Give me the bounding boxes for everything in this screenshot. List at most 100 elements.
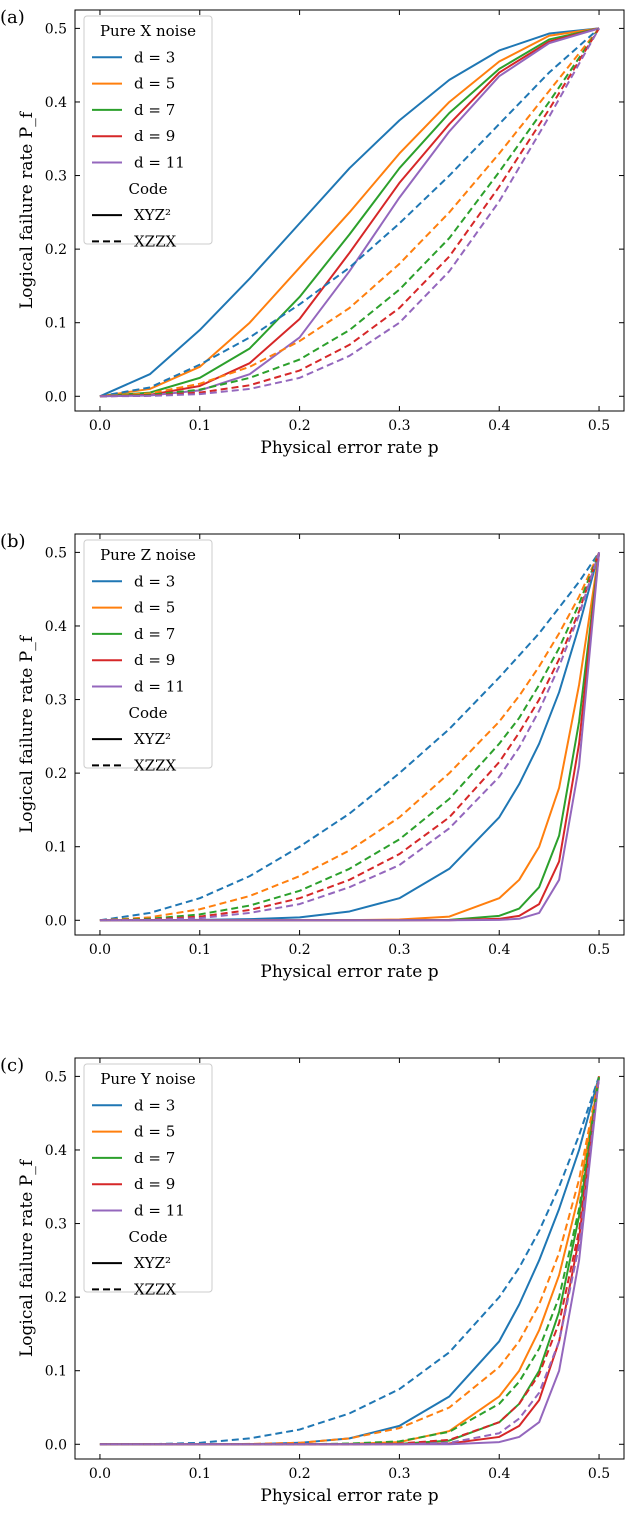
legend-entry: d = 5 <box>134 1123 175 1141</box>
y-tick-label: 0.5 <box>45 1069 67 1085</box>
series-line-d7-xzzx <box>99 27 600 398</box>
legend-entry: XZZX <box>134 1280 177 1298</box>
x-tick-label: 0.3 <box>388 942 410 958</box>
y-tick-label: 0.0 <box>45 389 67 405</box>
series-line-d9-xzzx <box>99 1076 601 1446</box>
legend-box <box>83 1063 213 1293</box>
legend-entry: d = 9 <box>134 651 175 669</box>
legend: Pure Y noise d = 3 d = 5 d = 7 d = 9 d = 11 Co… <box>83 1063 213 1298</box>
legend-entry: d = 11 <box>134 678 185 696</box>
legend-code-title: Code <box>129 1228 168 1246</box>
legend-entry: d = 9 <box>134 1175 175 1193</box>
panel-label: (b) <box>0 531 26 552</box>
series-group <box>99 27 600 398</box>
series-line-d11-xyz2 <box>99 552 601 922</box>
y-tick-label: 0.4 <box>45 619 67 635</box>
y-tick-label: 0.1 <box>45 1364 67 1380</box>
legend-entry: XZZX <box>134 232 177 250</box>
legend-box <box>83 15 213 245</box>
axes-frame <box>74 1057 625 1460</box>
x-tick-label: 0.3 <box>388 1466 410 1482</box>
legend-title: Pure X noise <box>100 22 196 40</box>
series-group <box>99 551 601 922</box>
legend-entry: d = 3 <box>134 1096 175 1114</box>
axes-frame <box>74 533 625 936</box>
y-tick-label: 0.3 <box>45 693 67 709</box>
legend-code-title: Code <box>129 704 168 722</box>
y-tick-label: 0.5 <box>45 21 67 37</box>
y-tick-label: 0.1 <box>45 316 67 332</box>
series-line-d7-xzzx <box>99 1076 601 1446</box>
series-line-d9-xyz2 <box>99 27 600 398</box>
y-tick-label: 0.1 <box>45 840 67 856</box>
series-line-d3-xzzx <box>99 1076 600 1446</box>
series-line-d9-xzzx <box>99 552 600 922</box>
y-tick-label: 0.2 <box>45 766 67 782</box>
series-line-d9-xzzx <box>99 27 600 398</box>
x-tick-label: 0.2 <box>288 1466 310 1482</box>
x-tick-label: 0.0 <box>89 1466 111 1482</box>
legend-entry: d = 11 <box>134 154 185 172</box>
legend-entry: d = 7 <box>134 1149 175 1167</box>
legend-code-title: Code <box>129 180 168 198</box>
x-tick-label: 0.2 <box>288 418 310 434</box>
legend-title: Pure Y noise <box>100 1070 195 1088</box>
x-tick-label: 0.4 <box>488 1466 510 1482</box>
series-line-d5-xzzx <box>99 27 600 398</box>
legend-entry: d = 5 <box>134 75 175 93</box>
x-tick-label: 0.0 <box>89 418 111 434</box>
x-tick-label: 0.5 <box>588 1466 610 1482</box>
legend-entry: d = 3 <box>134 572 175 590</box>
panel-b: 0.0 0.1 0.2 0.3 0.4 0.5 0.0 0.1 0.2 0.3 0.4 0.5 Phys… <box>0 531 625 982</box>
y-axis-label: Logical failure rate P_f <box>17 634 37 833</box>
y-tick-label: 0.5 <box>45 545 67 561</box>
legend-entry: d = 5 <box>134 599 175 617</box>
x-tick-label: 0.5 <box>588 418 610 434</box>
series-group <box>99 1076 601 1446</box>
legend: Pure X noise d = 3 d = 5 d = 7 d = 9 d = 11 Co… <box>83 15 213 250</box>
legend-entry: XYZ² <box>134 730 171 748</box>
series-line-d7-xzzx <box>99 552 600 922</box>
y-tick-label: 0.0 <box>45 1437 67 1453</box>
x-axis-label: Physical error rate p <box>260 438 438 458</box>
axes-frame <box>74 9 625 412</box>
x-tick-label: 0.1 <box>189 418 211 434</box>
series-line-d7-xyz2 <box>99 27 600 398</box>
x-axis-label: Physical error rate p <box>260 962 438 982</box>
series-line-d5-xyz2 <box>99 27 600 398</box>
y-axis-label: Logical failure rate P_f <box>17 1158 37 1357</box>
legend-entry: d = 3 <box>134 48 175 66</box>
y-tick-label: 0.4 <box>45 1143 67 1159</box>
x-tick-label: 0.0 <box>89 942 111 958</box>
series-line-d11-xzzx <box>99 27 600 398</box>
series-line-d5-xzzx <box>99 1076 601 1446</box>
x-tick-label: 0.1 <box>189 1466 211 1482</box>
panel-c: 0.0 0.1 0.2 0.3 0.4 0.5 0.0 0.1 0.2 0.3 0.4 0.5 Phys… <box>0 1055 625 1506</box>
panel-label: (c) <box>0 1055 24 1076</box>
legend-entry: d = 11 <box>134 1202 185 1220</box>
panel-a: 0.0 0.1 0.2 0.3 0.4 0.5 0.0 0.1 0.2 0.3 0.4 0.5 Phys… <box>0 7 625 458</box>
series-line-d5-xzzx <box>99 551 600 922</box>
x-tick-label: 0.3 <box>388 418 410 434</box>
y-axis-label: Logical failure rate P_f <box>17 110 37 309</box>
x-axis-label: Physical error rate p <box>260 1486 438 1506</box>
legend-title: Pure Z noise <box>100 546 196 564</box>
series-line-d11-xzzx <box>99 1076 601 1446</box>
legend-box <box>83 539 213 769</box>
legend-entry: d = 9 <box>134 127 175 145</box>
x-tick-label: 0.4 <box>488 942 510 958</box>
legend-entry: XZZX <box>134 756 177 774</box>
panel-label: (a) <box>0 7 25 28</box>
y-tick-label: 0.2 <box>45 1290 67 1306</box>
x-tick-label: 0.4 <box>488 418 510 434</box>
y-tick-label: 0.3 <box>45 169 67 185</box>
series-line-d3-xyz2 <box>99 27 600 398</box>
legend-entry: XYZ² <box>134 1254 171 1272</box>
x-tick-label: 0.1 <box>189 942 211 958</box>
y-tick-label: 0.4 <box>45 95 67 111</box>
legend: Pure Z noise d = 3 d = 5 d = 7 d = 9 d = 11 Co… <box>83 539 213 774</box>
legend-entry: d = 7 <box>134 625 175 643</box>
x-tick-label: 0.2 <box>288 942 310 958</box>
series-line-d3-xzzx <box>99 551 600 922</box>
